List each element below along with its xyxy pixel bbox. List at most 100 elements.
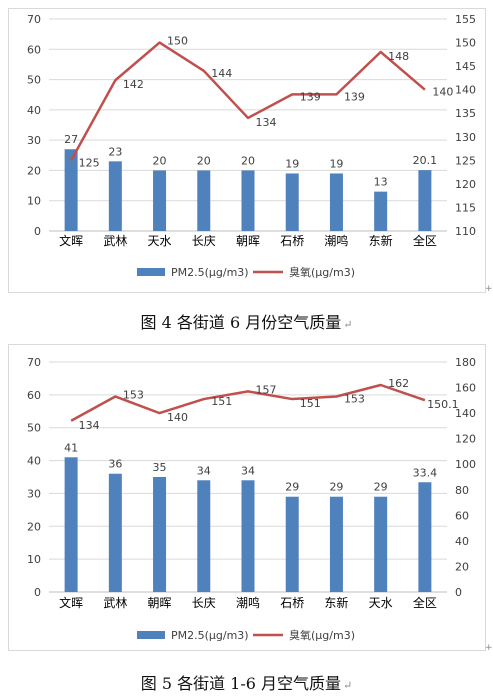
chart-svg-figure-4: 0102030405060701101151201251301351401451… xyxy=(27,13,476,279)
pm25-bar xyxy=(64,457,78,592)
right-axis-tick-label: 150 xyxy=(455,37,476,50)
ozone-data-label: 139 xyxy=(300,90,321,103)
left-axis-tick-label: 0 xyxy=(34,225,41,238)
pm25-bar xyxy=(418,482,432,592)
ozone-line xyxy=(70,383,426,422)
ozone-data-label: 151 xyxy=(211,395,232,408)
pm25-bar xyxy=(374,191,388,231)
legend-pm25-swatch xyxy=(137,631,165,639)
right-axis-tick-label: 0 xyxy=(455,586,462,599)
ozone-data-label: 140 xyxy=(432,86,453,99)
left-axis-tick-label: 0 xyxy=(34,586,41,599)
ozone-data-label: 125 xyxy=(79,156,100,169)
category-label: 武林 xyxy=(103,234,127,248)
right-axis-tick-label: 60 xyxy=(455,509,469,522)
pm25-bar xyxy=(418,170,432,231)
pm25-bar xyxy=(285,173,299,231)
pm25-data-label: 34 xyxy=(197,464,211,477)
ozone-data-label: 140 xyxy=(167,411,188,424)
pm25-bar xyxy=(64,149,78,231)
ozone-data-label: 153 xyxy=(123,389,144,402)
pm25-bar xyxy=(108,473,122,592)
left-axis-tick-label: 50 xyxy=(27,74,41,87)
category-label: 石桥 xyxy=(280,234,304,248)
figure-5-caption: 图 5 各街道 1-6 月空气质量 ↵ xyxy=(0,670,493,694)
right-axis-tick-label: 145 xyxy=(455,60,476,73)
legend-ozone-label: 臭氧(μg/m3) xyxy=(289,265,355,279)
pm25-data-label: 13 xyxy=(374,176,388,189)
pm25-data-label: 41 xyxy=(64,441,78,454)
ozone-data-label: 139 xyxy=(344,90,365,103)
left-axis-tick-label: 60 xyxy=(27,43,41,56)
left-axis-tick-label: 60 xyxy=(27,389,41,402)
ozone-data-label: 144 xyxy=(211,67,232,80)
pm25-bar xyxy=(153,477,167,592)
return-mark: ↵ xyxy=(343,679,353,692)
pm25-bar xyxy=(374,496,388,592)
right-axis-tick-label: 135 xyxy=(455,107,476,120)
pm25-data-label: 27 xyxy=(64,133,78,146)
ozone-data-label: 134 xyxy=(79,419,100,432)
ozone-data-label: 150.1 xyxy=(427,398,459,411)
right-axis-tick-label: 155 xyxy=(455,13,476,26)
category-label: 朝晖 xyxy=(236,234,260,248)
pm25-bar xyxy=(241,480,255,592)
pm25-data-label: 33.4 xyxy=(413,466,438,479)
pm25-data-label: 34 xyxy=(241,464,255,477)
ozone-data-label: 150 xyxy=(167,35,188,48)
pm25-data-label: 29 xyxy=(329,481,343,494)
left-axis-tick-label: 20 xyxy=(27,520,41,533)
category-label: 长庆 xyxy=(192,234,216,248)
chart-svg-figure-5: 0 10 20 30 40 50 60 70 0 20 40 60 80 100 120 140 160 180 4… xyxy=(27,356,476,642)
pm25-bar xyxy=(329,496,343,592)
left-axis-tick-label: 40 xyxy=(27,104,41,117)
ozone-data-label: 162 xyxy=(388,377,409,390)
category-label: 文晖 xyxy=(59,233,83,248)
pm25-data-label: 23 xyxy=(108,145,122,158)
ozone-data-label: 157 xyxy=(256,383,277,396)
chart-figure-4: 0 10 20 30 40 50 60 70 110 115 120 125 130 135 140 145 1… xyxy=(8,8,486,293)
right-axis-tick-label: 120 xyxy=(455,178,476,191)
category-label: 天水 xyxy=(148,234,172,248)
left-axis-tick-label: 30 xyxy=(27,487,41,500)
category-label: 文晖 xyxy=(59,595,83,610)
left-axis-tick-label: 70 xyxy=(27,356,41,369)
right-axis-tick-label: 120 xyxy=(455,433,476,446)
pm25-data-label: 20.1 xyxy=(413,154,438,167)
left-axis-tick-label: 10 xyxy=(27,553,41,566)
category-label: 潮鸣 xyxy=(236,595,260,610)
pm25-data-label: 20 xyxy=(241,154,255,167)
category-label: 朝晖 xyxy=(148,596,172,610)
ozone-data-label: 142 xyxy=(123,78,144,91)
ozone-data-label: 153 xyxy=(344,393,365,406)
legend-pm25-label: PM2.5(μg/m3) xyxy=(171,266,249,279)
return-mark: ↵ xyxy=(343,318,353,331)
pm25-bar xyxy=(329,173,343,231)
left-axis-tick-label: 10 xyxy=(27,195,41,208)
category-label: 东新 xyxy=(324,595,348,610)
pm25-bar xyxy=(241,170,255,231)
right-axis-tick-label: 115 xyxy=(455,201,476,214)
right-axis-tick-label: 130 xyxy=(455,131,476,144)
pm25-data-label: 35 xyxy=(153,461,167,474)
right-axis-tick-label: 180 xyxy=(455,356,476,369)
category-label: 石桥 xyxy=(280,596,304,610)
left-axis-tick-label: 70 xyxy=(27,13,41,26)
left-axis-tick-label: 20 xyxy=(27,164,41,177)
pm25-data-label: 20 xyxy=(197,154,211,167)
ozone-data-label: 148 xyxy=(388,50,409,63)
pm25-bar xyxy=(197,170,211,231)
corner-mark: + xyxy=(485,284,493,294)
legend-pm25-swatch xyxy=(137,268,165,276)
right-axis-tick-label: 100 xyxy=(455,458,476,471)
pm25-data-label: 19 xyxy=(285,157,299,170)
pm25-data-label: 19 xyxy=(329,157,343,170)
category-label: 全区 xyxy=(413,233,437,248)
right-axis-tick-label: 160 xyxy=(455,382,476,395)
ozone-line xyxy=(70,41,426,161)
pm25-bar xyxy=(197,480,211,592)
category-label: 武林 xyxy=(103,596,127,610)
category-label: 东新 xyxy=(369,233,393,248)
pm25-data-label: 29 xyxy=(285,481,299,494)
right-axis-tick-label: 20 xyxy=(455,560,469,573)
